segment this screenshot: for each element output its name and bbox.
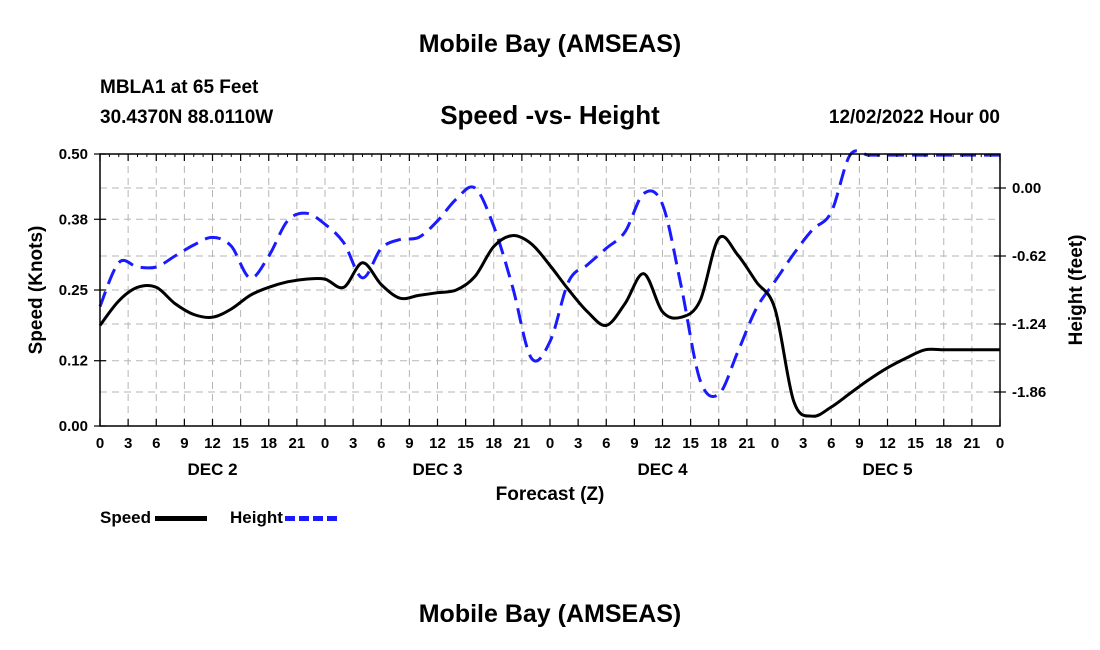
x-tick-label: 0 <box>996 435 1004 452</box>
x-tick-label: 9 <box>630 435 638 452</box>
legend-speed-swatch <box>155 515 208 521</box>
x-tick-label: 6 <box>827 435 835 452</box>
day-label: DEC 5 <box>862 460 912 479</box>
x-tick-label: 21 <box>964 435 981 452</box>
x-tick-label: 12 <box>429 435 446 452</box>
y-tick-label-left: 0.12 <box>59 353 88 370</box>
day-label: DEC 3 <box>412 460 462 479</box>
x-tick-label: 18 <box>485 435 502 452</box>
main-title: Mobile Bay (AMSEAS) <box>418 30 682 58</box>
y-tick-label-right: -1.24 <box>1012 316 1047 333</box>
y-tick-label-left: 0.25 <box>59 282 88 299</box>
y-axis-left-title: Speed (Knots) <box>26 226 47 355</box>
grid <box>100 154 1000 426</box>
x-tick-label: 6 <box>152 435 160 452</box>
x-tick-label: 9 <box>855 435 863 452</box>
x-axis-title: Forecast (Z) <box>496 484 605 505</box>
x-tick-label: 0 <box>546 435 554 452</box>
x-tick-label: 12 <box>204 435 221 452</box>
x-tick-label: 12 <box>654 435 671 452</box>
x-tick-label: 21 <box>289 435 306 452</box>
x-tick-label: 15 <box>232 435 249 452</box>
y-tick-label-right: -0.62 <box>1012 248 1046 265</box>
x-tick-label: 15 <box>682 435 699 452</box>
legend-height-swatch <box>284 515 337 521</box>
y-tick-label-left: 0.00 <box>59 418 88 435</box>
x-tick-label: 0 <box>321 435 329 452</box>
x-tick-label: 15 <box>457 435 474 452</box>
x-tick-label: 0 <box>96 435 104 452</box>
x-tick-label: 12 <box>879 435 896 452</box>
station-coordinates: 30.4370N 88.0110W <box>100 107 274 128</box>
x-tick-label: 18 <box>260 435 277 452</box>
day-label: DEC 2 <box>187 460 237 479</box>
forecast-time: 12/02/2022 Hour 00 <box>828 107 1000 128</box>
x-tick-label: 18 <box>710 435 727 452</box>
x-tick-label: 0 <box>771 435 779 452</box>
series-line-speed <box>98 234 1000 418</box>
y-tick-label-left: 0.38 <box>59 211 88 228</box>
legend-height: Height <box>230 508 337 528</box>
legend-speed-label: Speed <box>100 508 152 527</box>
x-tick-label: 9 <box>405 435 413 452</box>
day-label: DEC 4 <box>637 460 688 479</box>
legend-speed: Speed <box>100 508 208 528</box>
x-tick-label: 18 <box>935 435 952 452</box>
y-tick-label-left: 0.50 <box>59 146 88 163</box>
x-tick-label: 3 <box>574 435 582 452</box>
x-tick-label: 6 <box>377 435 385 452</box>
x-tick-label: 3 <box>124 435 132 452</box>
y-tick-label-right: 0.00 <box>1012 180 1041 197</box>
legend-height-label: Height <box>230 508 283 527</box>
x-tick-label: 6 <box>602 435 610 452</box>
x-tick-label: 15 <box>907 435 924 452</box>
y-axis-right-title: Height (feet) <box>1066 235 1087 346</box>
x-tick-label: 21 <box>514 435 531 452</box>
y-tick-label-right: -1.86 <box>1012 384 1046 401</box>
bottom-title: Mobile Bay (AMSEAS) <box>418 600 682 628</box>
x-tick-label: 21 <box>739 435 756 452</box>
x-tick-label: 9 <box>180 435 188 452</box>
station-name: MBLA1 at 65 Feet <box>100 77 259 98</box>
x-tick-label: 3 <box>349 435 357 452</box>
axes: 0 3 6 9 12 15 18 21 0 3 6 9 12 15 18 21 0 3 6 9 12 15 18 21 0 3 6 9… <box>59 146 1047 479</box>
x-tick-label: 3 <box>799 435 807 452</box>
chart-title: Speed -vs- Height <box>440 100 660 130</box>
